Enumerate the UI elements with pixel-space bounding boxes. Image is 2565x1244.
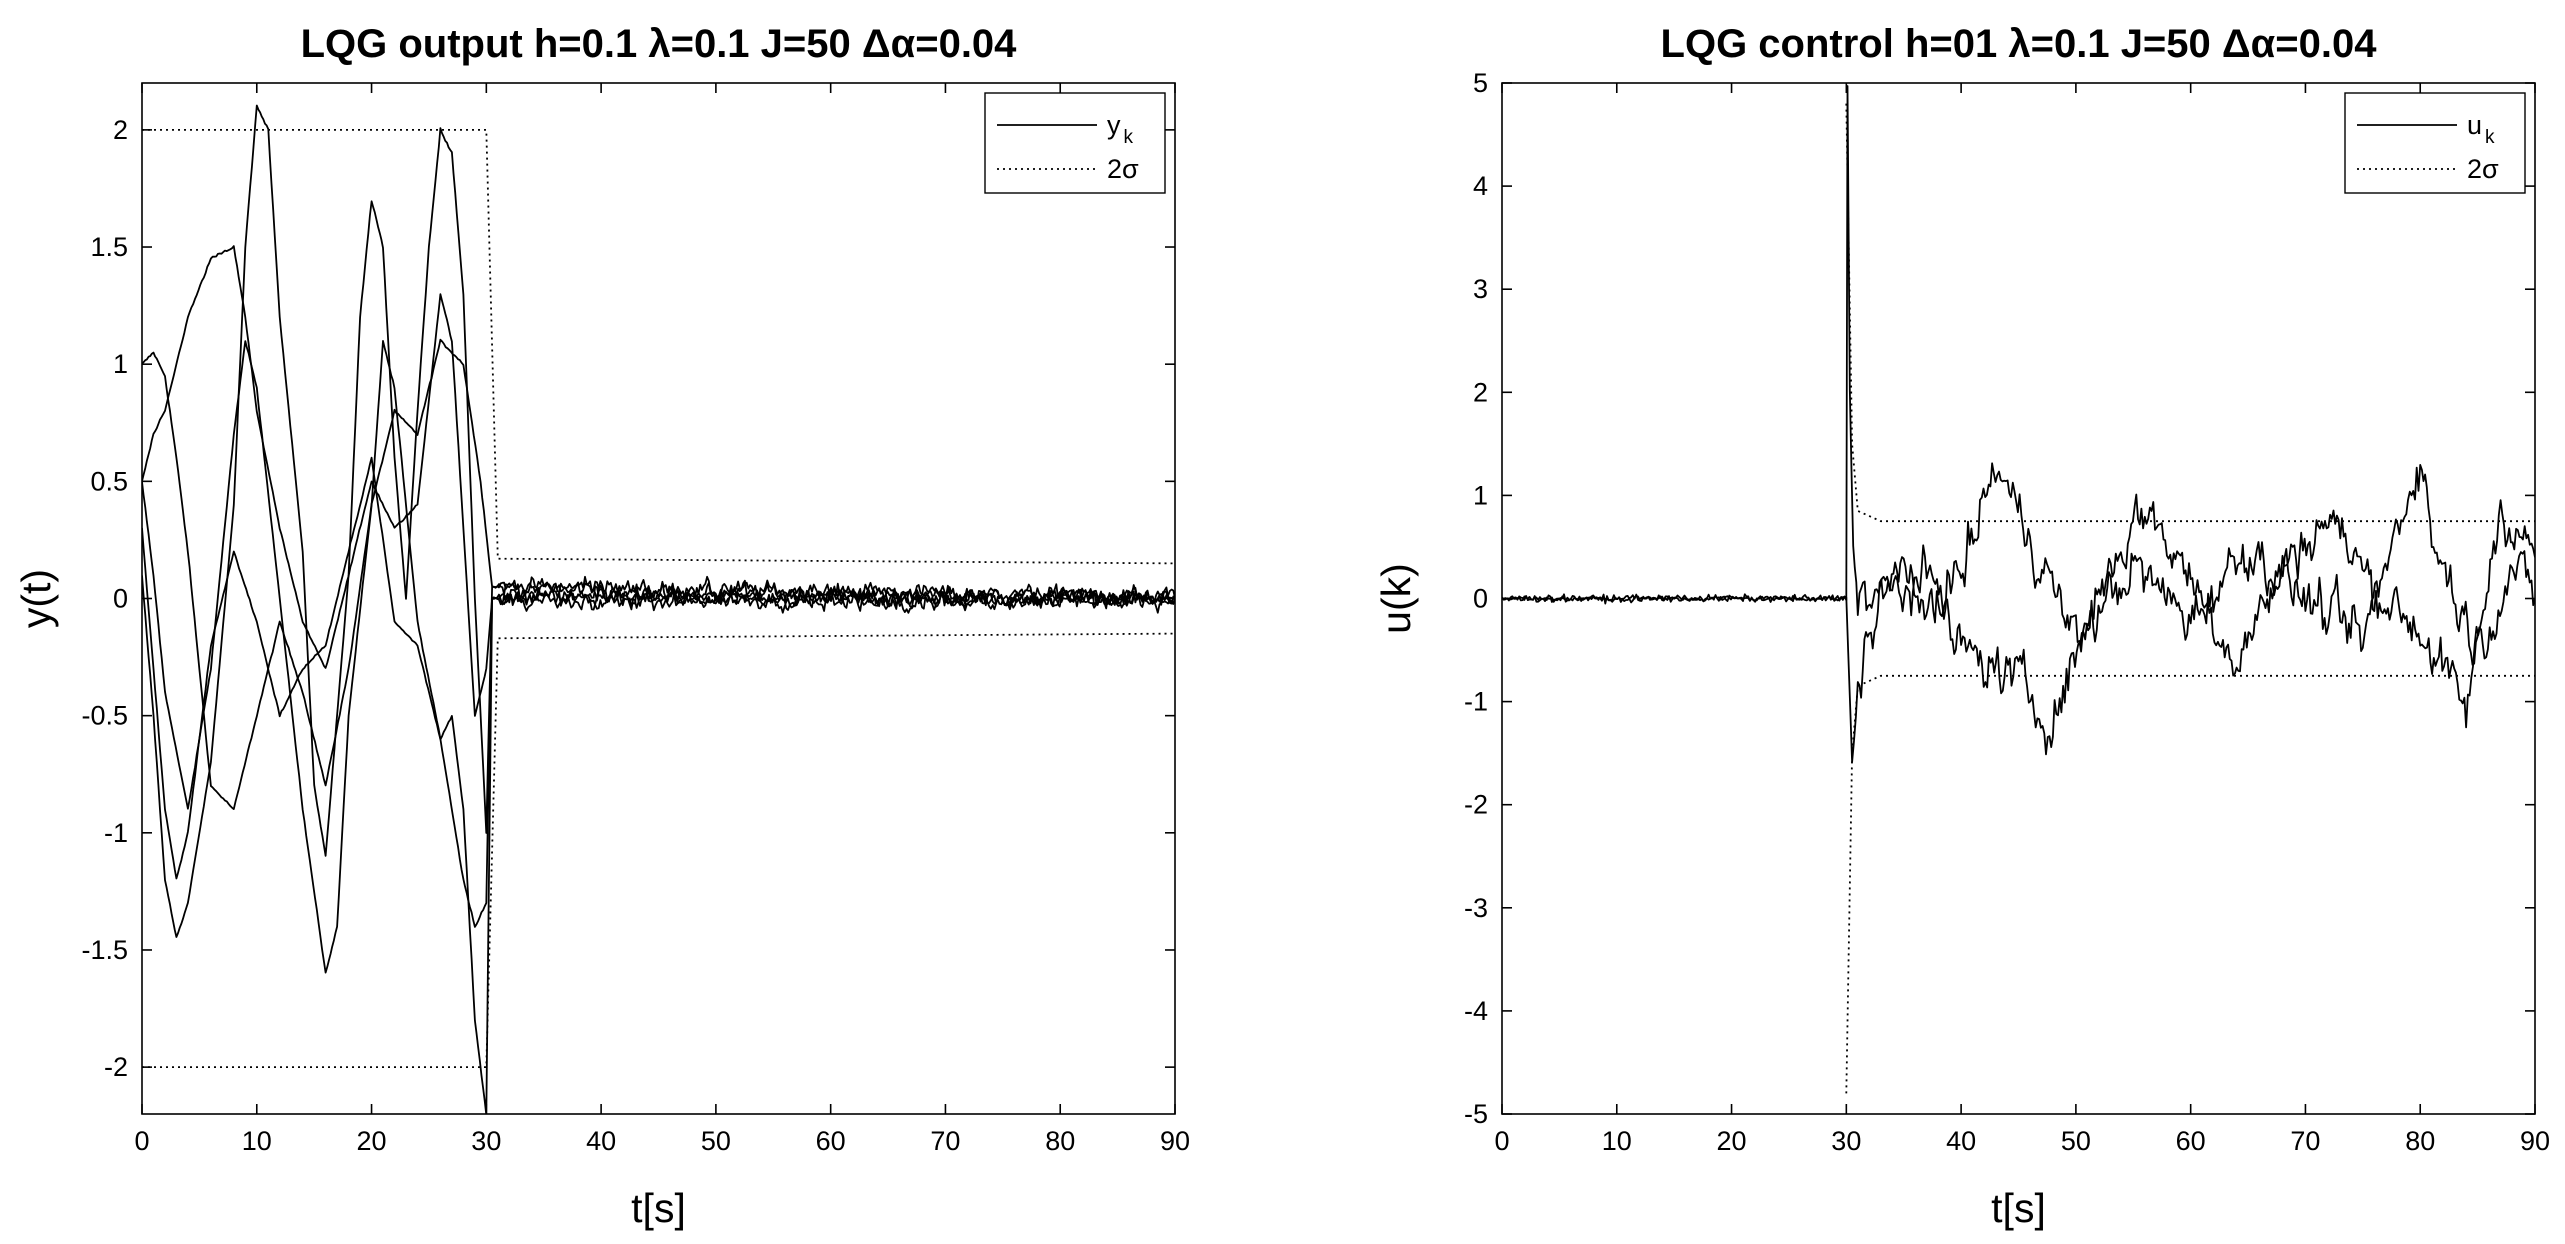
legend-label: 2σ	[2467, 154, 2499, 184]
x-tick-label: 70	[930, 1126, 960, 1156]
y-tick-label: -1	[104, 818, 128, 848]
y-axis-label: y(t)	[13, 569, 59, 628]
x-tick-label: 90	[2520, 1126, 2550, 1156]
y-tick-label: -2	[104, 1052, 128, 1082]
series-group	[1502, 85, 2535, 1094]
bound-line-4	[1845, 674, 2535, 1094]
x-axis-label: t[s]	[1991, 1185, 2046, 1231]
y-tick-label: 0	[1473, 584, 1488, 614]
series-line-2	[1502, 493, 2535, 763]
series-line-5	[142, 340, 1175, 1114]
x-tick-label: 80	[2405, 1126, 2435, 1156]
legend: y k2σ	[984, 92, 1166, 194]
chart-title: LQG control h=01 λ=0.1 J=50 Δα=0.04	[1661, 22, 2378, 66]
legend-label: 2σ	[1107, 154, 1139, 184]
y-tick-label: -5	[1464, 1099, 1488, 1129]
y-tick-label: -4	[1464, 996, 1488, 1026]
x-tick-label: 10	[242, 1126, 272, 1156]
x-tick-label: 30	[471, 1126, 501, 1156]
x-tick-label: 60	[2176, 1126, 2206, 1156]
x-tick-label: 30	[1831, 1126, 1861, 1156]
x-tick-label: 50	[701, 1126, 731, 1156]
y-tick-label: -2	[1464, 790, 1488, 820]
y-tick-label: 5	[1473, 68, 1488, 98]
y-tick-label: -3	[1464, 893, 1488, 923]
chart-panel-2: 0 10 20 30 40 50 60 70 80 90 -5 -4 -3 -2 -1 0 1 2 3 4 5 LQG c…	[1373, 22, 2550, 1231]
y-tick-label: 3	[1473, 274, 1488, 304]
chart-panel-1: 0 10 20 30 40 50 60 70 80 90 -2 -1.5 -1 -0.5 0 0.5 1 1.5 2…	[13, 22, 1190, 1231]
y-tick-label: -0.5	[81, 701, 128, 731]
y-tick-label: 1	[113, 349, 128, 379]
x-axis-label: t[s]	[631, 1185, 686, 1231]
x-tick-label: 70	[2290, 1126, 2320, 1156]
series-line-4	[142, 104, 1175, 938]
legend-box	[984, 92, 1166, 194]
series-line-1	[142, 338, 1175, 810]
x-tick-label: 10	[1602, 1126, 1632, 1156]
x-tick-label: 80	[1045, 1126, 1075, 1156]
y-tick-label: 1.5	[90, 232, 128, 262]
y-tick-label: 0	[113, 584, 128, 614]
y-tick-label: -1	[1464, 687, 1488, 717]
x-tick-label: 40	[1946, 1126, 1976, 1156]
x-tick-label: 50	[2061, 1126, 2091, 1156]
y-tick-label: -1.5	[81, 935, 128, 965]
x-tick-label: 0	[1494, 1126, 1509, 1156]
bound-line-7	[142, 632, 1175, 1068]
y-axis-label: u(k)	[1373, 563, 1419, 634]
y-tick-label: 0.5	[90, 466, 128, 496]
series-line-3	[142, 456, 1175, 928]
x-tick-label: 20	[1717, 1126, 1747, 1156]
x-tick-label: 60	[816, 1126, 846, 1156]
y-tick-label: 2	[113, 115, 128, 145]
bound-line-6	[142, 129, 1175, 565]
legend-box	[2344, 92, 2526, 194]
legend: u k2σ	[2344, 92, 2526, 194]
x-tick-label: 20	[357, 1126, 387, 1156]
x-tick-label: 40	[586, 1126, 616, 1156]
x-tick-label: 0	[134, 1126, 149, 1156]
series-line-2	[142, 245, 1175, 717]
y-tick-label: 4	[1473, 171, 1488, 201]
chart-title: LQG output h=0.1 λ=0.1 J=50 Δα=0.04	[301, 22, 1018, 66]
series-group	[142, 104, 1175, 1114]
y-tick-label: 2	[1473, 377, 1488, 407]
x-tick-label: 90	[1160, 1126, 1190, 1156]
y-tick-label: 1	[1473, 480, 1488, 510]
